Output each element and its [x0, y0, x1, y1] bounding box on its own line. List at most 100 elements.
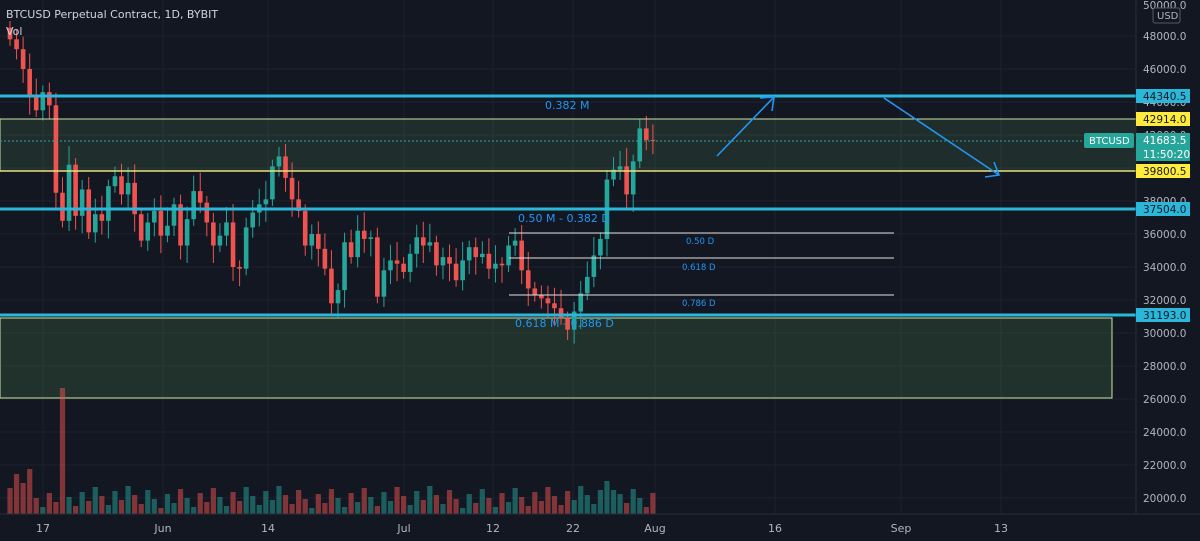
candle-body	[40, 92, 46, 111]
volume-bar	[525, 506, 531, 514]
price-tick-label: 30000.0	[1143, 328, 1186, 340]
volume-bar	[230, 492, 236, 514]
volume-bar	[387, 501, 394, 514]
volume-bar	[269, 500, 275, 514]
volume-bar	[519, 497, 525, 514]
price-tick-label: 34000.0	[1143, 262, 1186, 274]
volume-bar	[486, 498, 492, 514]
candle-body	[427, 242, 433, 246]
volume-bar	[394, 487, 400, 514]
volume-bar	[414, 491, 420, 514]
candle-body	[453, 263, 459, 281]
candle-body	[92, 214, 98, 233]
candle-body	[552, 303, 557, 309]
volume-bar	[637, 498, 643, 514]
volume-bar	[99, 496, 105, 514]
volume-bar	[630, 489, 636, 514]
candle-body	[283, 156, 288, 178]
volume-bar	[118, 500, 125, 514]
volume-bar	[177, 489, 184, 514]
volume-bar	[361, 488, 367, 514]
volume-bar	[381, 492, 387, 514]
volume-bar	[512, 488, 518, 514]
volume-bar	[20, 483, 26, 514]
time-axis[interactable]	[0, 514, 1200, 541]
candle-body	[316, 234, 321, 249]
volume-bar	[499, 493, 505, 514]
annotation-0786d: 0.786 D	[682, 299, 716, 309]
time-axis-ticks: 17 Jun 14 Jul 12 22 Aug 16 Sep 13	[36, 522, 1008, 535]
candle-body	[14, 39, 19, 50]
candle-body	[539, 295, 544, 299]
time-tick-label: Jul	[396, 522, 410, 535]
volume-bar	[401, 496, 407, 514]
volume-bar	[420, 500, 426, 514]
candle-body	[460, 260, 465, 281]
candle-body	[414, 237, 420, 254]
price-tick-label: 26000.0	[1143, 394, 1186, 406]
countdown-value: 11:50:20	[1143, 149, 1190, 161]
candle-body	[79, 189, 85, 216]
candle-body	[27, 69, 32, 98]
volume-bar	[204, 502, 210, 514]
volume-bar	[132, 495, 138, 514]
candle-body	[630, 161, 636, 195]
level-label-39800: 39800.5	[1143, 166, 1186, 178]
time-tick-label: 22	[566, 522, 580, 535]
volume-bar	[335, 498, 341, 514]
volume-bar	[368, 497, 374, 514]
level-label-37504: 37504.0	[1143, 204, 1186, 216]
annotation-0618m: 0.618 M - 0.886 D	[515, 317, 614, 330]
level-label-44340: 44340.5	[1143, 91, 1186, 103]
candle-body	[184, 219, 190, 246]
level-label-44340-bg	[1136, 89, 1190, 103]
chart-grid	[0, 0, 1136, 514]
volume-bar	[545, 487, 551, 514]
candle-body	[53, 105, 59, 193]
currency-badge[interactable]	[1152, 7, 1181, 24]
candle-body	[480, 253, 485, 258]
candle-body	[119, 176, 124, 195]
candlesticks	[7, 21, 656, 344]
volume-bar	[532, 492, 538, 514]
volume-bar	[276, 486, 282, 514]
candle-body	[106, 186, 111, 221]
volume-bar	[584, 495, 590, 514]
level-label-42914: 42914.0	[1143, 114, 1186, 126]
volume-bar	[13, 474, 20, 514]
candle-body	[178, 204, 183, 246]
candle-body	[342, 242, 347, 291]
time-tick-label: 13	[994, 522, 1008, 535]
volume-bar	[164, 494, 171, 514]
volume-bar	[282, 495, 289, 514]
candle-body	[611, 169, 616, 180]
last-price-badge	[1136, 133, 1190, 161]
lower-zone	[0, 317, 1113, 399]
volume-bar	[604, 481, 610, 514]
candle-body	[276, 156, 282, 167]
candle-body	[401, 263, 406, 272]
volume-bar	[125, 486, 131, 514]
candle-body	[204, 202, 210, 223]
candle-body	[237, 267, 242, 269]
candle-body	[217, 235, 223, 246]
volume-bar	[374, 506, 380, 514]
volume-bar	[440, 504, 446, 514]
level-label-37504-bg	[1136, 202, 1190, 216]
volume-bar	[250, 496, 256, 514]
candle-body	[624, 166, 629, 195]
candle-body	[73, 164, 78, 216]
time-tick-label: Aug	[644, 522, 665, 535]
volume-bar	[263, 491, 269, 514]
time-tick-label: 14	[261, 522, 275, 535]
volume-bar	[473, 503, 479, 514]
volume-bar	[27, 469, 33, 514]
projection-arrow-down[interactable]	[883, 97, 1001, 178]
price-tick-label: 48000.0	[1143, 31, 1186, 43]
volume-bar	[558, 505, 564, 514]
candle-body	[388, 260, 393, 271]
price-axis[interactable]	[1136, 0, 1200, 514]
chart-title: BTCUSD Perpetual Contract, 1D, BYBIT	[6, 8, 218, 21]
projection-arrow-up[interactable]	[716, 96, 775, 157]
